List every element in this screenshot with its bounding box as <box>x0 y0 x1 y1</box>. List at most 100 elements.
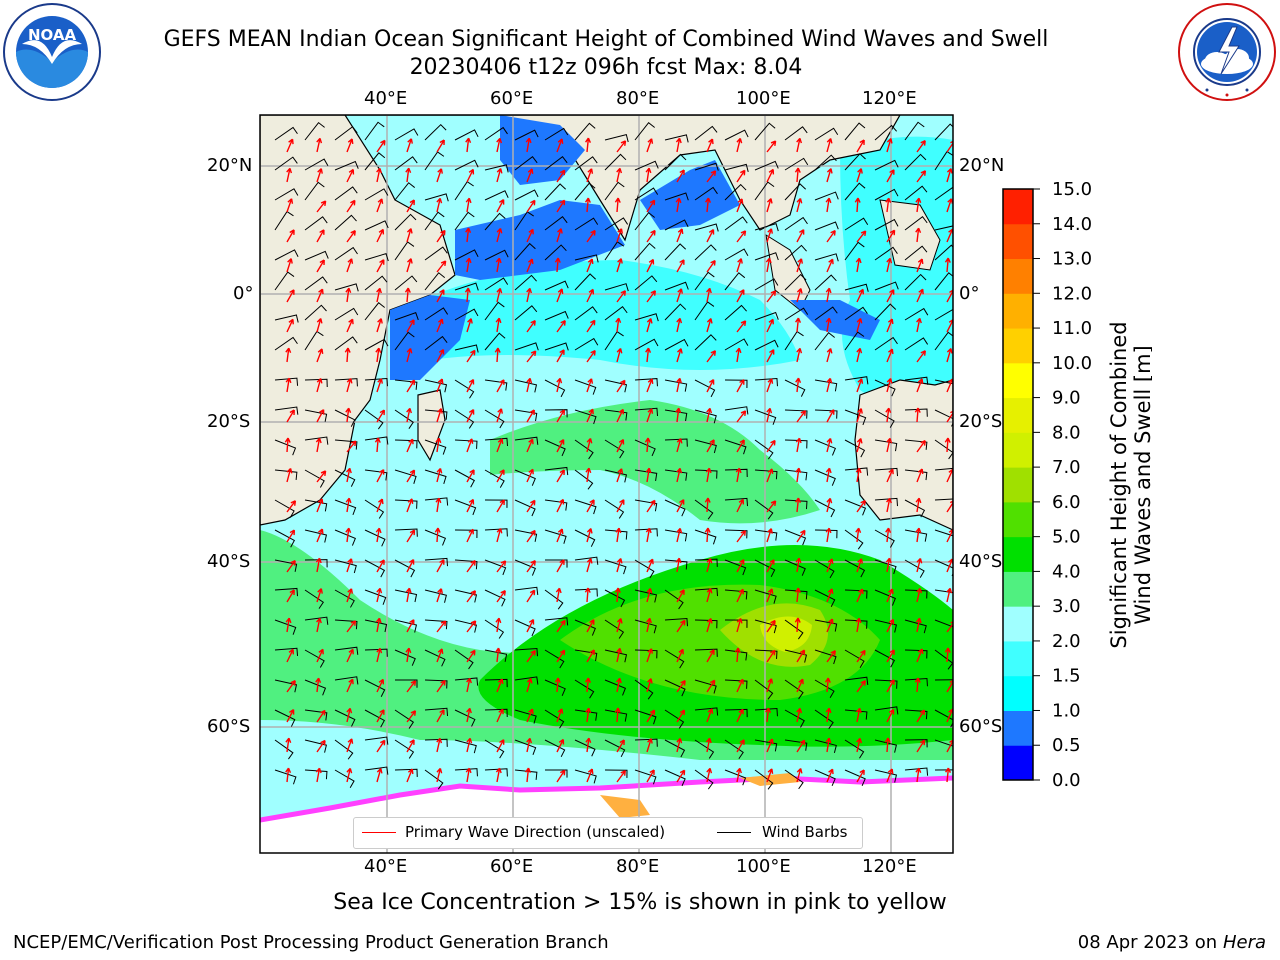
wind-barb <box>784 739 808 751</box>
wind-barb <box>754 409 777 425</box>
wave-direction-arrow <box>946 621 953 633</box>
wind-barb <box>634 160 659 171</box>
wave-direction-arrow <box>556 138 564 153</box>
wave-direction-arrow <box>526 377 533 393</box>
wave-direction-arrow <box>616 228 624 243</box>
wave-direction-arrow <box>285 377 292 393</box>
lat-label-right-0: 0° <box>959 283 980 304</box>
wave-direction-arrow <box>556 559 565 573</box>
wave-direction-arrow <box>916 739 926 753</box>
wave-direction-arrow <box>856 769 865 783</box>
wind-barb <box>334 126 358 141</box>
colorbar-title-line2: Wind Waves and Swell [m] <box>1131 345 1152 625</box>
wind-barb <box>334 559 357 574</box>
wind-barb <box>454 709 476 727</box>
wave-direction-arrow <box>526 529 536 543</box>
wind-barb <box>754 160 779 171</box>
wind-barb <box>514 647 538 657</box>
wave-direction-arrow <box>496 590 506 603</box>
wave-direction-arrow <box>886 318 894 333</box>
wave-direction-arrow <box>436 139 445 153</box>
wind-barb <box>424 307 449 321</box>
wind-barb <box>514 379 538 393</box>
colorbar-frame <box>1002 188 1034 781</box>
wind-barb <box>304 304 327 321</box>
wind-barb <box>814 127 839 141</box>
wind-barb <box>724 529 748 539</box>
colorbar-segment <box>1003 362 1033 399</box>
wave-direction-arrow <box>646 738 653 753</box>
wave-direction-arrow <box>826 258 834 273</box>
wind-barb <box>364 679 386 697</box>
footer-host: Hera <box>1222 932 1266 953</box>
wave-direction-arrow <box>856 737 863 753</box>
wave-direction-arrow <box>345 467 352 483</box>
wind-barb <box>904 559 925 578</box>
wind-barb <box>634 619 657 634</box>
wind-barb <box>724 439 747 455</box>
wind-barb <box>724 468 748 478</box>
wind-barb <box>814 769 836 787</box>
wind-barb <box>484 619 505 639</box>
wave-direction-arrow <box>795 497 802 513</box>
wind-barb <box>274 406 299 415</box>
wind-barb <box>664 709 685 729</box>
wind-barb <box>364 529 386 547</box>
wave-direction-arrow <box>796 768 803 783</box>
wind-barb <box>514 274 537 291</box>
wind-barb <box>694 529 717 545</box>
australia-landmass <box>854 379 953 531</box>
wave-direction-arrow <box>885 197 892 213</box>
wave-direction-arrow <box>766 588 774 603</box>
wave-direction-arrow <box>436 679 446 693</box>
wave-direction-arrow <box>676 499 685 513</box>
wave-direction-arrow <box>436 559 445 573</box>
wave-direction-arrow <box>526 708 534 723</box>
wave-direction-arrow <box>704 497 711 513</box>
wave-direction-arrow <box>766 500 777 513</box>
wind-barb <box>754 649 778 659</box>
wind-barb <box>904 185 928 201</box>
wind-barb <box>904 499 926 518</box>
wind-barb <box>394 499 418 509</box>
wind-barb <box>304 559 328 568</box>
wind-barb <box>634 378 658 387</box>
colorbar <box>1003 189 1033 781</box>
wind-barb <box>874 336 898 351</box>
wind-barb <box>904 649 928 659</box>
wind-barb <box>334 676 359 685</box>
wind-barb <box>604 589 626 608</box>
wind-barb <box>784 559 806 576</box>
wind-barb <box>544 244 567 261</box>
wind-barb <box>934 679 953 681</box>
wind-barb <box>664 559 688 570</box>
wind-barb <box>814 154 837 171</box>
wind-barb <box>814 379 838 392</box>
wave-direction-arrow <box>766 439 776 453</box>
wave-direction-arrow <box>376 378 383 393</box>
wind-barb <box>304 378 328 388</box>
wave-direction-arrow <box>466 560 476 573</box>
wave-direction-arrow <box>795 377 802 393</box>
wave-direction-arrow <box>286 409 295 423</box>
wave-direction-arrow <box>796 137 803 153</box>
colorbar-segment <box>1003 328 1033 364</box>
wave-direction-arrow <box>586 649 595 663</box>
wave-direction-arrow <box>346 318 354 333</box>
wave-direction-arrow <box>526 199 536 213</box>
wind-barb <box>394 182 416 201</box>
lat-label-left-20n: 20°N <box>207 155 253 176</box>
wave-direction-arrow <box>376 139 386 153</box>
wind-barb <box>784 589 808 600</box>
wave-direction-arrow <box>856 558 864 573</box>
wind-barb <box>514 242 536 261</box>
wave-direction-arrow <box>855 617 862 633</box>
wind-barb <box>274 469 298 480</box>
wave-direction-arrow <box>796 649 806 663</box>
wave-direction-arrow <box>644 437 651 453</box>
wave-direction-arrow <box>885 407 892 423</box>
wind-barb <box>664 679 686 697</box>
wind-barb <box>394 469 417 484</box>
wind-barb <box>934 709 953 728</box>
wave-direction-arrow <box>855 257 862 273</box>
